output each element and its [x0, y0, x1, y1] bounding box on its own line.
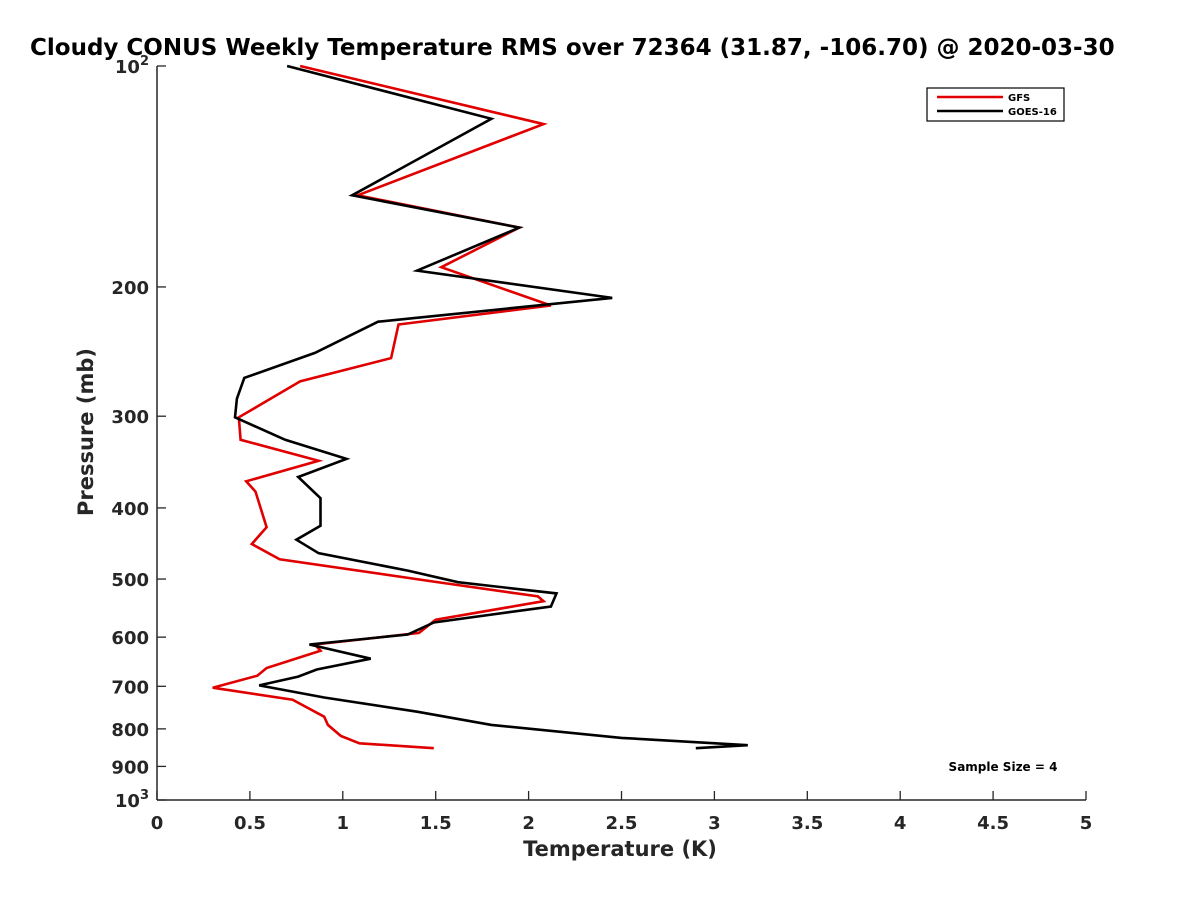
legend-label: GOES-16 [1008, 107, 1057, 118]
y-axis-label: Pressure (mb) [74, 348, 98, 516]
x-tick-label: 3 [708, 813, 721, 834]
legend-label: GFS [1008, 93, 1030, 104]
y-tick-label: 600 [111, 628, 149, 649]
y-tick-label: 400 [111, 499, 149, 520]
y-tick-label: 700 [111, 677, 149, 698]
y-axis-ticks: 102 200 300 400 500 600 700 800 900 103 [111, 54, 166, 812]
x-tick-label: 0 [151, 813, 164, 834]
x-tick-label: 5 [1080, 813, 1093, 834]
y-tick-label: 300 [111, 407, 149, 428]
x-tick-label: 1.5 [420, 813, 452, 834]
y-tick-label: 500 [111, 570, 149, 591]
x-tick-label: 2 [522, 813, 535, 834]
x-tick-label: 4 [894, 813, 907, 834]
x-tick-label: 2.5 [606, 813, 638, 834]
x-tick-label: 1 [337, 813, 350, 834]
series-line-goes-16 [233, 64, 748, 750]
series-line-gfs [212, 64, 552, 750]
legend-box [926, 87, 1065, 122]
x-tick-label: 4.5 [977, 813, 1009, 834]
y-tick-label: 103 [115, 788, 149, 812]
legend: GFS GOES-16 [926, 87, 1065, 122]
sample-size-annotation: Sample Size = 4 [949, 760, 1058, 774]
chart-title: Cloudy CONUS Weekly Temperature RMS over… [30, 35, 1115, 61]
y-tick-label: 200 [111, 278, 149, 299]
plot-frame [156, 66, 1086, 801]
x-axis-ticks: 0 0.5 1 1.5 2 2.5 3 3.5 4 4.5 5 [151, 791, 1093, 834]
x-axis-label: Temperature (K) [523, 837, 717, 861]
y-tick-label: 800 [111, 720, 149, 741]
y-tick-label: 102 [115, 54, 149, 78]
x-tick-label: 0.5 [234, 813, 266, 834]
y-tick-label: 900 [111, 757, 149, 778]
x-tick-label: 3.5 [791, 813, 823, 834]
series-layer [212, 64, 748, 750]
